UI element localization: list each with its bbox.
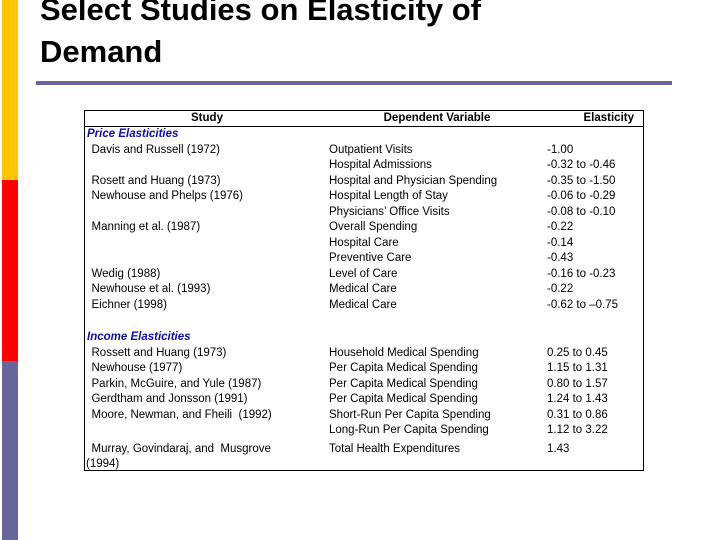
title-underline [36, 81, 672, 85]
elasticity-cell: -0.06 to -0.29 [547, 190, 616, 202]
table-header-dependent-variable: Dependent Variable [383, 112, 491, 124]
study-cell: Newhouse et al. (1993) [91, 283, 211, 295]
study-cell: Manning et al. (1987) [91, 221, 201, 233]
table-row: Gerdtham and Jonsson (1991) Per Capita Me… [85, 392, 643, 408]
elasticity-cell: -0.16 to -0.23 [547, 267, 616, 280]
dependent-variable-cell: Total Health Expenditures [329, 442, 461, 455]
table-header-study: Study [191, 112, 223, 124]
table-row: Newhouse (1977) Per Capita Medical Spendi… [85, 361, 643, 377]
dependent-variable-cell: Per Capita Medical Spending [329, 393, 478, 405]
dependent-variable-cell: Hospital Care [329, 236, 399, 249]
section-label: Price Elasticities [87, 128, 179, 140]
table-header-elasticity: Elasticity [583, 112, 635, 124]
dependent-variable-cell: Per Capita Medical Spending [329, 377, 478, 390]
table-row: Rosett and Huang (1973) Hospital and Phys… [85, 174, 643, 190]
accent-bar-red [2, 180, 18, 361]
dependent-variable-cell: Long-Run Per Capita Spending [329, 424, 489, 436]
table-row: Newhouse et al. (1993) Medical Care -0.22 [85, 282, 643, 298]
dependent-variable-cell: Hospital Admissions [329, 159, 432, 171]
table-row: Physicians’ Office Visits -0.08 to -0.10 [85, 205, 643, 221]
study-cell: Moore, Newman, and Fheili (1992) [91, 408, 272, 421]
table-row: Murray, Govindaraj, and Musgrove (1994) To… [85, 442, 643, 473]
dependent-variable-cell: Hospital Length of Stay [329, 190, 448, 202]
study-cell: Eichner (1998) [91, 298, 167, 311]
dependent-variable-cell: Outpatient Visits [329, 143, 413, 156]
elasticity-cell: -0.14 [547, 236, 574, 249]
elasticity-cell: -0.22 [547, 221, 574, 233]
study-cell: Newhouse (1977) [91, 362, 183, 374]
section-label: Income Elasticities [87, 331, 191, 343]
study-cell: Parkin, McGuire, and Yule (1987) [91, 377, 262, 390]
elasticity-cell: -0.62 to –0.75 [547, 298, 618, 311]
elasticity-table: Study Dependent Variable Elasticity Pric… [84, 110, 644, 471]
study-cell: Gerdtham and Jonsson (1991) [91, 393, 248, 405]
study-cell [85, 205, 329, 221]
elasticity-cell: 1.43 [547, 442, 570, 455]
table-row: Hospital Care -0.14 [85, 236, 643, 252]
elasticity-cell: 0.25 to 0.45 [547, 346, 608, 359]
study-cell [85, 423, 329, 439]
elasticity-cell: 0.31 to 0.86 [547, 408, 608, 421]
table-header-row: Study Dependent Variable Elasticity [85, 111, 643, 127]
dependent-variable-cell: Short-Run Per Capita Spending [329, 408, 491, 421]
table-row: Parkin, McGuire, and Yule (1987) Per Capi… [85, 377, 643, 393]
dependent-variable-cell: Household Medical Spending [329, 346, 479, 359]
elasticity-cell: -0.22 [547, 283, 574, 295]
elasticity-cell: -0.32 to -0.46 [547, 159, 616, 171]
table-section: Price Elasticities Davis and Russell (197… [85, 127, 643, 313]
table-row: Davis and Russell (1972) Outpatient Visit… [85, 143, 643, 159]
table-row: Moore, Newman, and Fheili (1992) Short-Ru… [85, 408, 643, 424]
dependent-variable-cell: Physicians’ Office Visits [329, 205, 450, 218]
elasticity-cell: -0.08 to -0.10 [547, 205, 616, 218]
elasticity-cell: 1.24 to 1.43 [547, 393, 608, 405]
accent-bar-slate [2, 361, 18, 540]
study-cell: Newhouse and Phelps (1976) [91, 190, 244, 202]
table-row: Newhouse and Phelps (1976) Hospital Lengt… [85, 189, 643, 205]
study-cell: Wedig (1988) [91, 267, 161, 280]
study-cell: Rossett and Huang (1973) [91, 346, 227, 359]
slide-title: Select Studies on Elasticity of Demand [40, 0, 482, 69]
study-cell [85, 158, 329, 174]
table-row: Rossett and Huang (1973) Household Medica… [85, 346, 643, 362]
elasticity-cell: 0.80 to 1.57 [547, 377, 608, 390]
elasticity-cell: -0.43 [547, 252, 574, 264]
study-cell: Rosett and Huang (1973) [91, 174, 221, 187]
study-cell: Davis and Russell (1972) [91, 143, 220, 156]
dependent-variable-cell: Per Capita Medical Spending [329, 362, 478, 374]
elasticity-cell: -0.35 to -1.50 [547, 174, 616, 187]
study-cell [85, 251, 329, 267]
table-row: Preventive Care -0.43 [85, 251, 643, 267]
table-row: Long-Run Per Capita Spending 1.12 to 3.22 [85, 423, 643, 439]
table-section: Income Elasticities Rossett and Huang (19… [85, 330, 643, 473]
elasticity-cell: 1.12 to 3.22 [547, 424, 608, 436]
table-row: Eichner (1998) Medical Care -0.62 to –0.75 [85, 298, 643, 314]
study-cell: Murray, Govindaraj, and Musgrove (1994) [86, 442, 271, 471]
study-cell [85, 236, 329, 252]
dependent-variable-cell: Preventive Care [329, 252, 412, 264]
dependent-variable-cell: Level of Care [329, 267, 398, 280]
elasticity-cell: 1.15 to 1.31 [547, 362, 608, 374]
table-row: Hospital Admissions -0.32 to -0.46 [85, 158, 643, 174]
table-row: Manning et al. (1987) Overall Spending -0.… [85, 220, 643, 236]
dependent-variable-cell: Medical Care [329, 283, 397, 295]
dependent-variable-cell: Hospital and Physician Spending [329, 174, 498, 187]
dependent-variable-cell: Overall Spending [329, 221, 418, 233]
elasticity-table-body: Price Elasticities Davis and Russell (197… [85, 127, 643, 473]
elasticity-cell: -1.00 [547, 143, 574, 156]
dependent-variable-cell: Medical Care [329, 298, 397, 311]
table-row: Wedig (1988) Level of Care -0.16 to -0.23 [85, 267, 643, 283]
accent-bar-yellow [2, 0, 18, 180]
